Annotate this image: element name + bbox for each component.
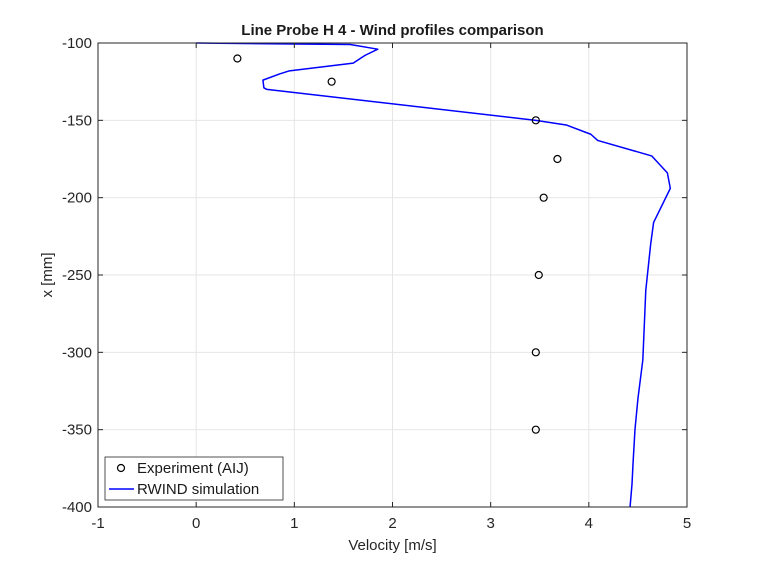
- y-tick-label: -250: [62, 267, 92, 284]
- legend: Experiment (AIJ) RWIND simulation: [104, 456, 284, 501]
- x-axis-label: Velocity [m/s]: [348, 537, 436, 554]
- axes: -1 0 1 2 3 4 5 -100 -150 -200 -250 -300 -350 -400: [62, 35, 691, 532]
- y-tick-label: -350: [62, 422, 92, 439]
- experiment-point: [539, 193, 548, 202]
- legend-box: [104, 456, 284, 501]
- simulation-line: [196, 42, 672, 508]
- experiment-point: [553, 154, 562, 164]
- x-tick-label: 1: [290, 515, 298, 532]
- experiment-point: [531, 425, 540, 434]
- experiment-point: [531, 116, 540, 125]
- x-tick-label: 5: [683, 515, 691, 532]
- experiment-point: [534, 270, 543, 280]
- y-tick-label: -400: [62, 499, 92, 516]
- experiment-point: [327, 77, 336, 86]
- experiment-point: [531, 348, 540, 357]
- y-tick-label: -300: [62, 344, 92, 361]
- chart-title: Line Probe H 4 - Wind profiles compariso…: [241, 22, 543, 39]
- x-tick-label: 4: [585, 515, 593, 532]
- y-tick-label: -100: [62, 35, 92, 52]
- plot-content: [196, 42, 672, 508]
- legend-experiment-marker: [116, 463, 126, 473]
- x-tick-label: 3: [486, 515, 494, 532]
- y-tick-label: -200: [62, 190, 92, 207]
- legend-simulation-label: RWIND simulation: [137, 481, 259, 498]
- x-tick-label: 2: [388, 515, 396, 532]
- legend-experiment-label: Experiment (AIJ): [137, 460, 249, 477]
- y-axis-label: x [mm]: [39, 253, 56, 298]
- experiment-point: [233, 54, 242, 63]
- x-tick-label: -1: [91, 515, 104, 532]
- x-tick-label: 0: [192, 515, 200, 532]
- y-tick-label: -150: [62, 112, 92, 129]
